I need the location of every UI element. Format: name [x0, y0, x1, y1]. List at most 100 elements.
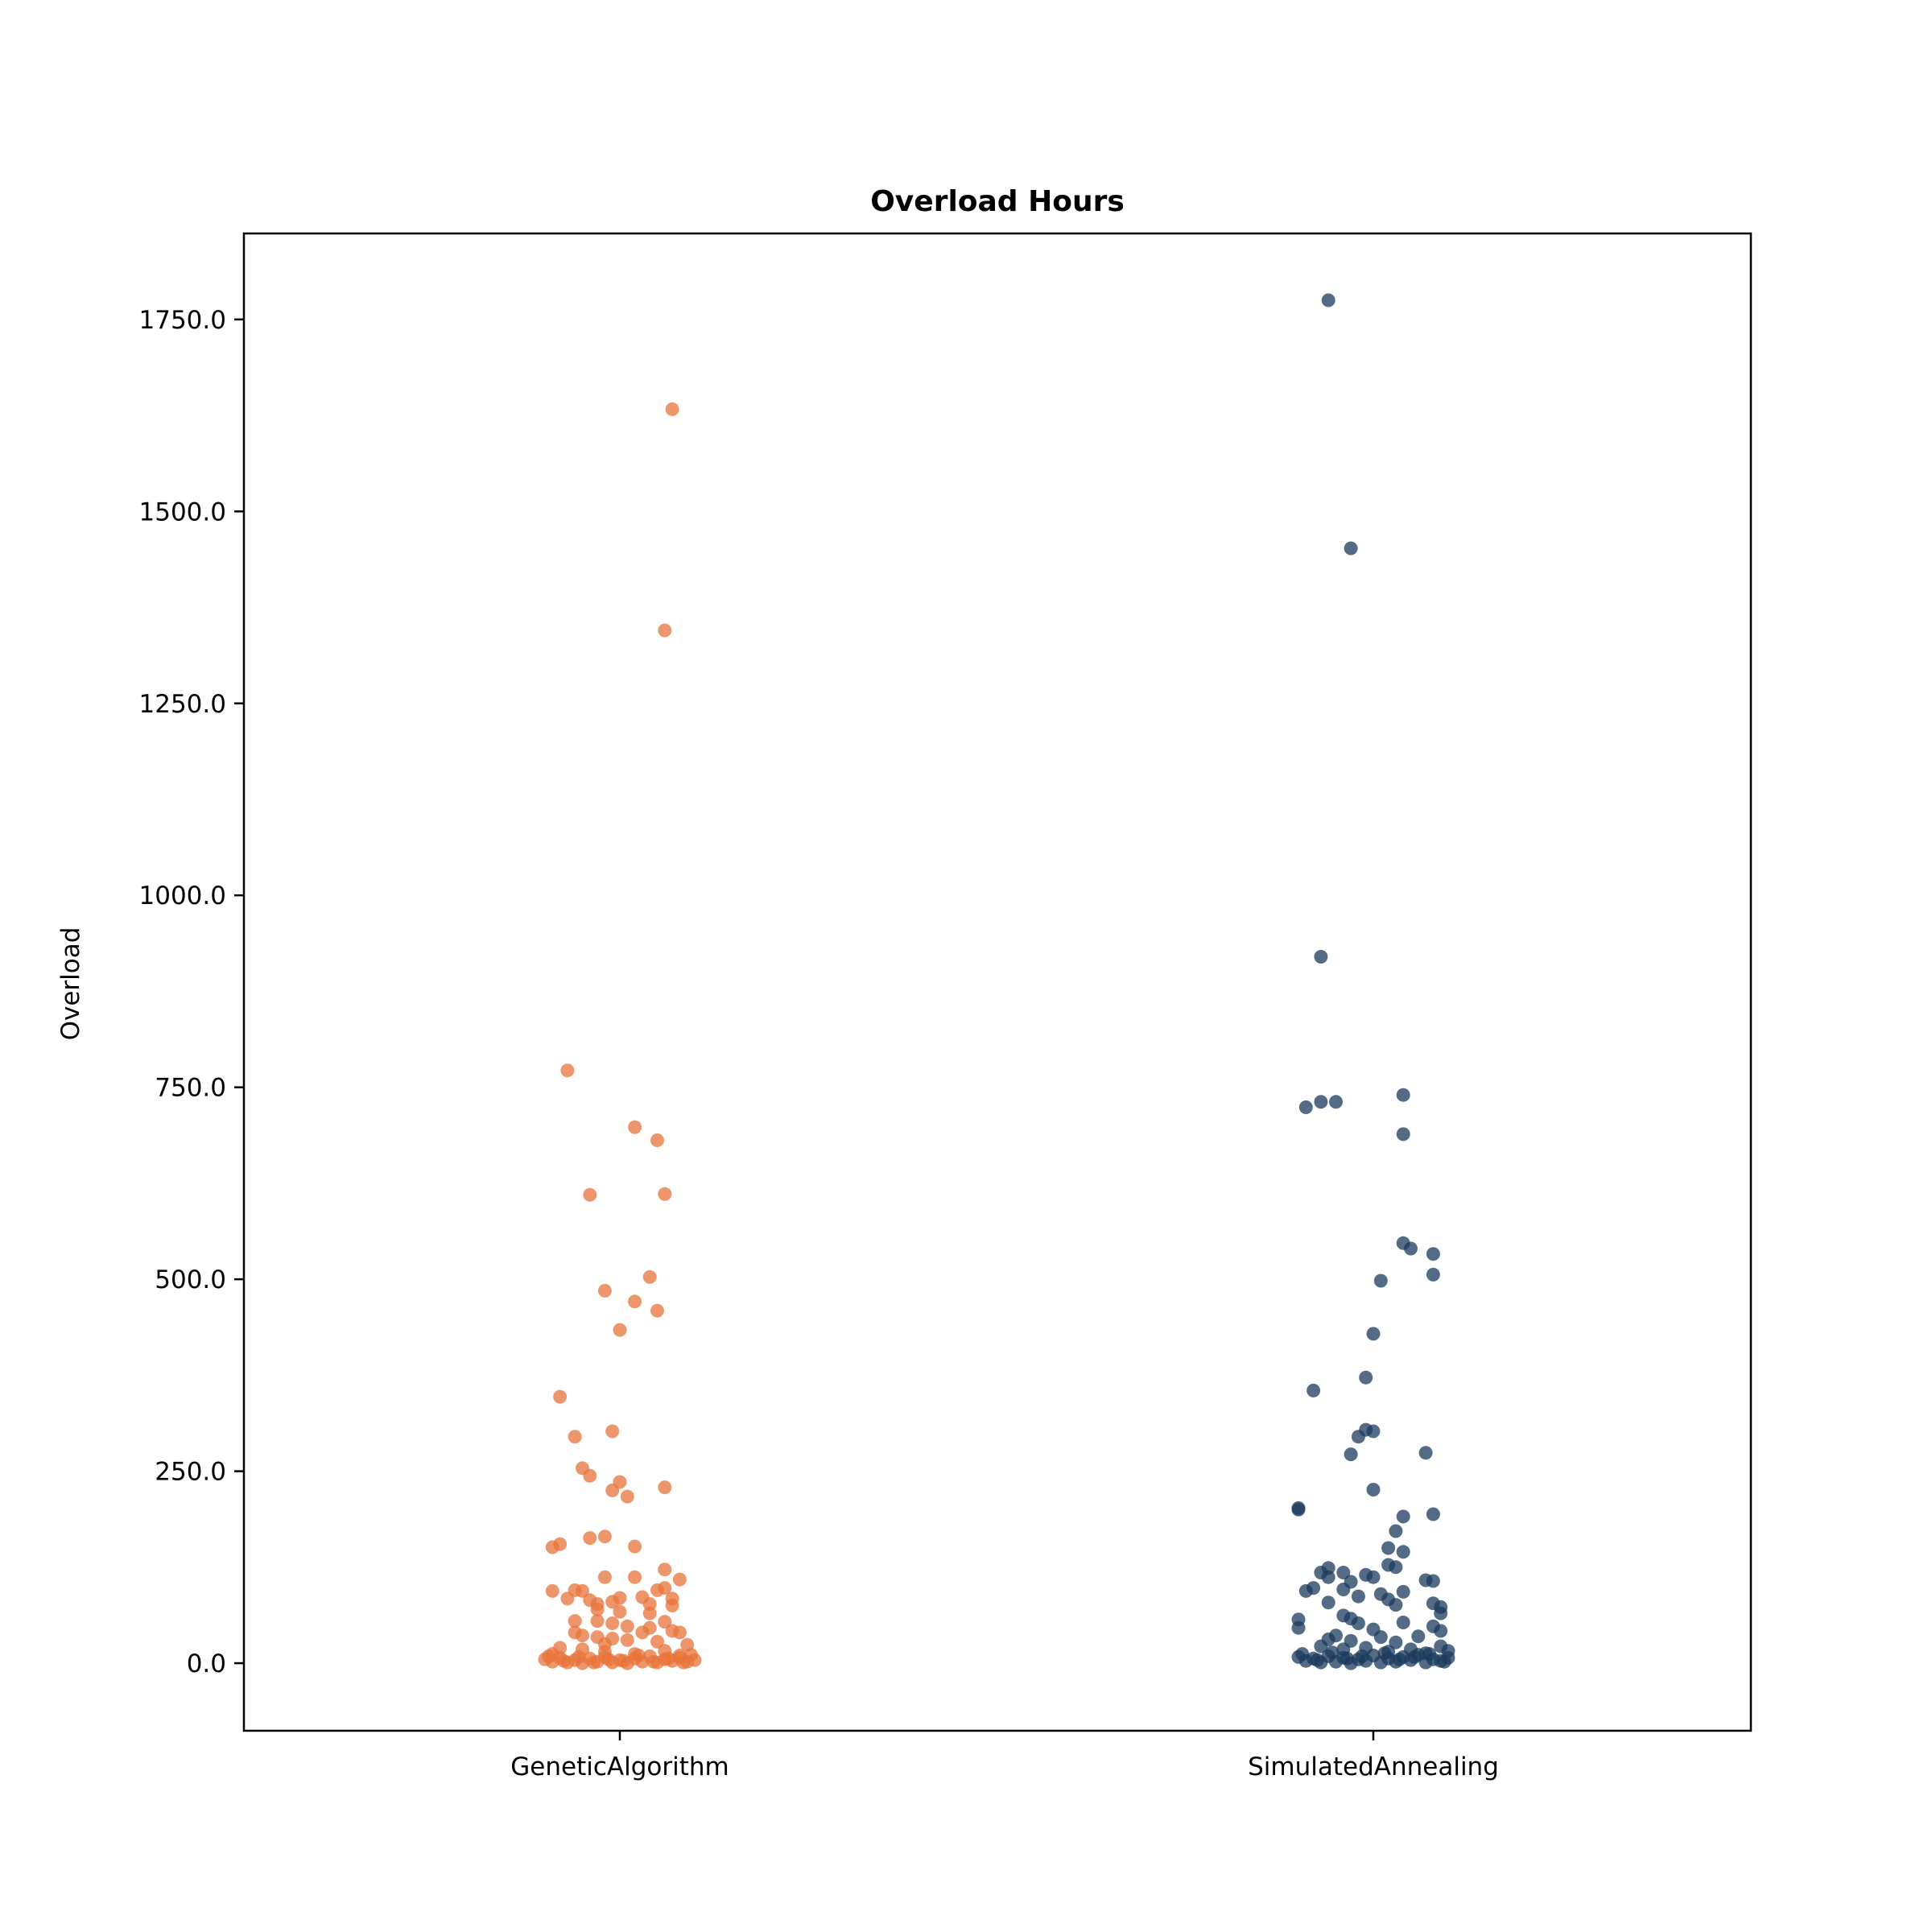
data-point — [658, 1187, 672, 1201]
data-point — [665, 1599, 679, 1612]
data-point — [1426, 1574, 1440, 1588]
data-point — [1295, 1647, 1310, 1662]
data-point — [587, 1655, 601, 1670]
data-point — [1407, 1649, 1422, 1664]
data-point — [583, 1468, 597, 1483]
y-tick-label: 0.0 — [187, 1649, 226, 1678]
data-point — [1336, 1566, 1351, 1579]
data-point — [1373, 1274, 1388, 1288]
data-point — [642, 1606, 657, 1620]
data-point — [620, 1619, 634, 1633]
data-point — [556, 1653, 571, 1668]
data-point — [1307, 1581, 1321, 1596]
data-point — [583, 1531, 597, 1546]
series-1 — [1291, 293, 1455, 1670]
data-point — [658, 1581, 672, 1596]
y-axis: 0.0 250.0 500.0 750.0 1000.0 1250.0 1500.0 1750… — [139, 306, 244, 1678]
data-point — [1437, 1654, 1451, 1669]
data-point — [1321, 1570, 1335, 1584]
data-point — [1366, 1327, 1381, 1341]
data-point — [620, 1633, 634, 1647]
data-point — [1359, 1370, 1373, 1385]
series-0 — [538, 402, 702, 1670]
data-point — [1393, 1652, 1406, 1666]
data-point — [1329, 1629, 1343, 1643]
data-point — [1396, 1616, 1410, 1629]
data-point — [613, 1604, 627, 1619]
data-point — [605, 1616, 620, 1630]
data-point — [1344, 1447, 1358, 1462]
data-point — [617, 1653, 631, 1668]
data-point — [560, 1063, 575, 1078]
data-point — [1321, 293, 1335, 308]
data-point — [1344, 541, 1358, 555]
data-point — [613, 1323, 627, 1337]
data-point — [1434, 1606, 1448, 1620]
data-point — [1396, 1584, 1410, 1599]
data-point — [650, 1303, 664, 1318]
data-point — [1329, 1095, 1343, 1109]
data-point — [658, 623, 672, 638]
data-point — [597, 1570, 612, 1584]
data-point — [1310, 1653, 1324, 1667]
data-point — [1291, 1502, 1306, 1517]
data-point — [568, 1430, 582, 1444]
data-point — [590, 1614, 605, 1629]
y-tick-label: 1500.0 — [139, 497, 226, 526]
data-point — [635, 1625, 650, 1640]
data-point — [1389, 1635, 1403, 1649]
data-point — [665, 402, 679, 416]
data-point — [628, 1539, 642, 1554]
data-point — [620, 1489, 634, 1504]
data-point — [605, 1483, 620, 1497]
data-point — [1373, 1630, 1388, 1645]
data-point — [1351, 1430, 1365, 1444]
data-point — [1377, 1646, 1392, 1661]
data-point — [572, 1649, 586, 1664]
data-point — [1351, 1589, 1365, 1604]
data-point — [672, 1572, 687, 1587]
data-point — [597, 1530, 612, 1544]
data-point — [1366, 1483, 1381, 1496]
x-tick-label: GeneticAlgorithm — [510, 1752, 729, 1781]
data-point — [683, 1648, 698, 1662]
data-point — [1422, 1647, 1437, 1662]
y-axis-label: Overload — [56, 927, 85, 1041]
data-point — [1298, 1100, 1313, 1114]
data-point — [1426, 1507, 1440, 1521]
data-point — [613, 1591, 627, 1605]
data-point — [658, 1615, 672, 1629]
data-point — [1314, 1639, 1328, 1653]
chart-title: Overload Hours — [870, 185, 1125, 218]
data-point — [1381, 1541, 1396, 1555]
data-point — [1351, 1616, 1365, 1630]
data-point — [628, 1120, 642, 1134]
data-point — [1396, 1545, 1410, 1559]
data-point — [1404, 1241, 1418, 1256]
x-axis: GeneticAlgorithm SimulatedAnnealing — [510, 1731, 1499, 1781]
data-point — [1396, 1509, 1410, 1524]
data-point — [658, 1480, 672, 1495]
data-point — [545, 1583, 559, 1598]
data-point — [1314, 950, 1328, 964]
x-tick-label: SimulatedAnnealing — [1248, 1752, 1499, 1781]
data-point — [1366, 1570, 1381, 1584]
data-point — [662, 1651, 675, 1666]
data-point — [545, 1540, 559, 1554]
data-point — [1336, 1583, 1351, 1596]
data-point — [1396, 1088, 1410, 1102]
plot-area-frame — [242, 232, 1752, 1732]
y-tick-label: 1250.0 — [139, 690, 226, 719]
data-point — [568, 1614, 582, 1629]
data-point — [672, 1625, 687, 1640]
data-point — [1340, 1651, 1354, 1666]
data-point — [542, 1649, 556, 1663]
y-tick-label: 750.0 — [155, 1074, 226, 1103]
data-point — [1314, 1095, 1328, 1109]
data-point — [1321, 1596, 1335, 1610]
data-point — [631, 1649, 646, 1662]
data-point — [576, 1583, 589, 1598]
